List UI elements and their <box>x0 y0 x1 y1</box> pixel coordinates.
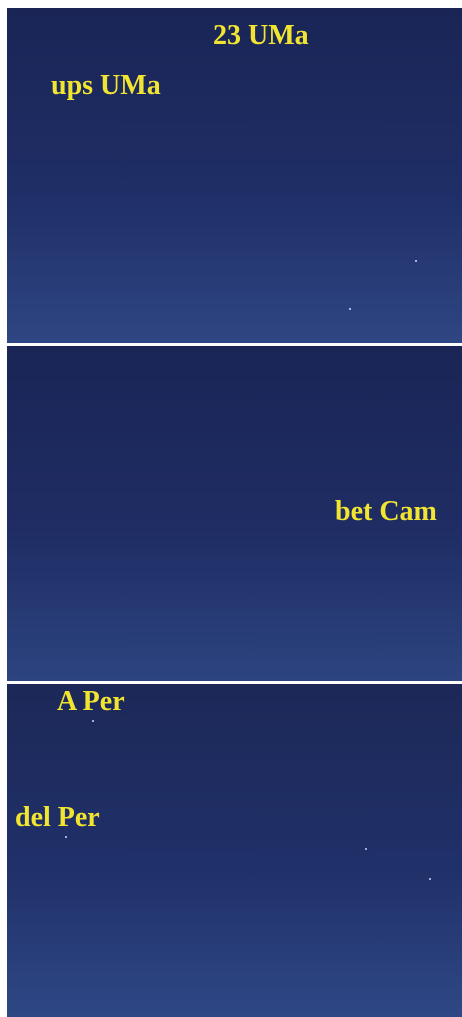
sky-panel: bet Cam <box>7 346 462 681</box>
star-label: 23 UMa <box>213 20 309 51</box>
star-label: A Per <box>57 686 125 717</box>
star <box>92 720 94 722</box>
star <box>429 878 431 880</box>
star <box>415 260 417 262</box>
star <box>349 308 351 310</box>
star-label: ups UMa <box>51 70 161 101</box>
star-label: del Per <box>15 802 100 833</box>
sky-panel: 23 UMa ups UMa <box>7 8 462 343</box>
sky-panel: A Per del Per <box>7 684 462 1017</box>
star-label: bet Cam <box>335 496 437 527</box>
star <box>365 848 367 850</box>
star <box>65 836 67 838</box>
